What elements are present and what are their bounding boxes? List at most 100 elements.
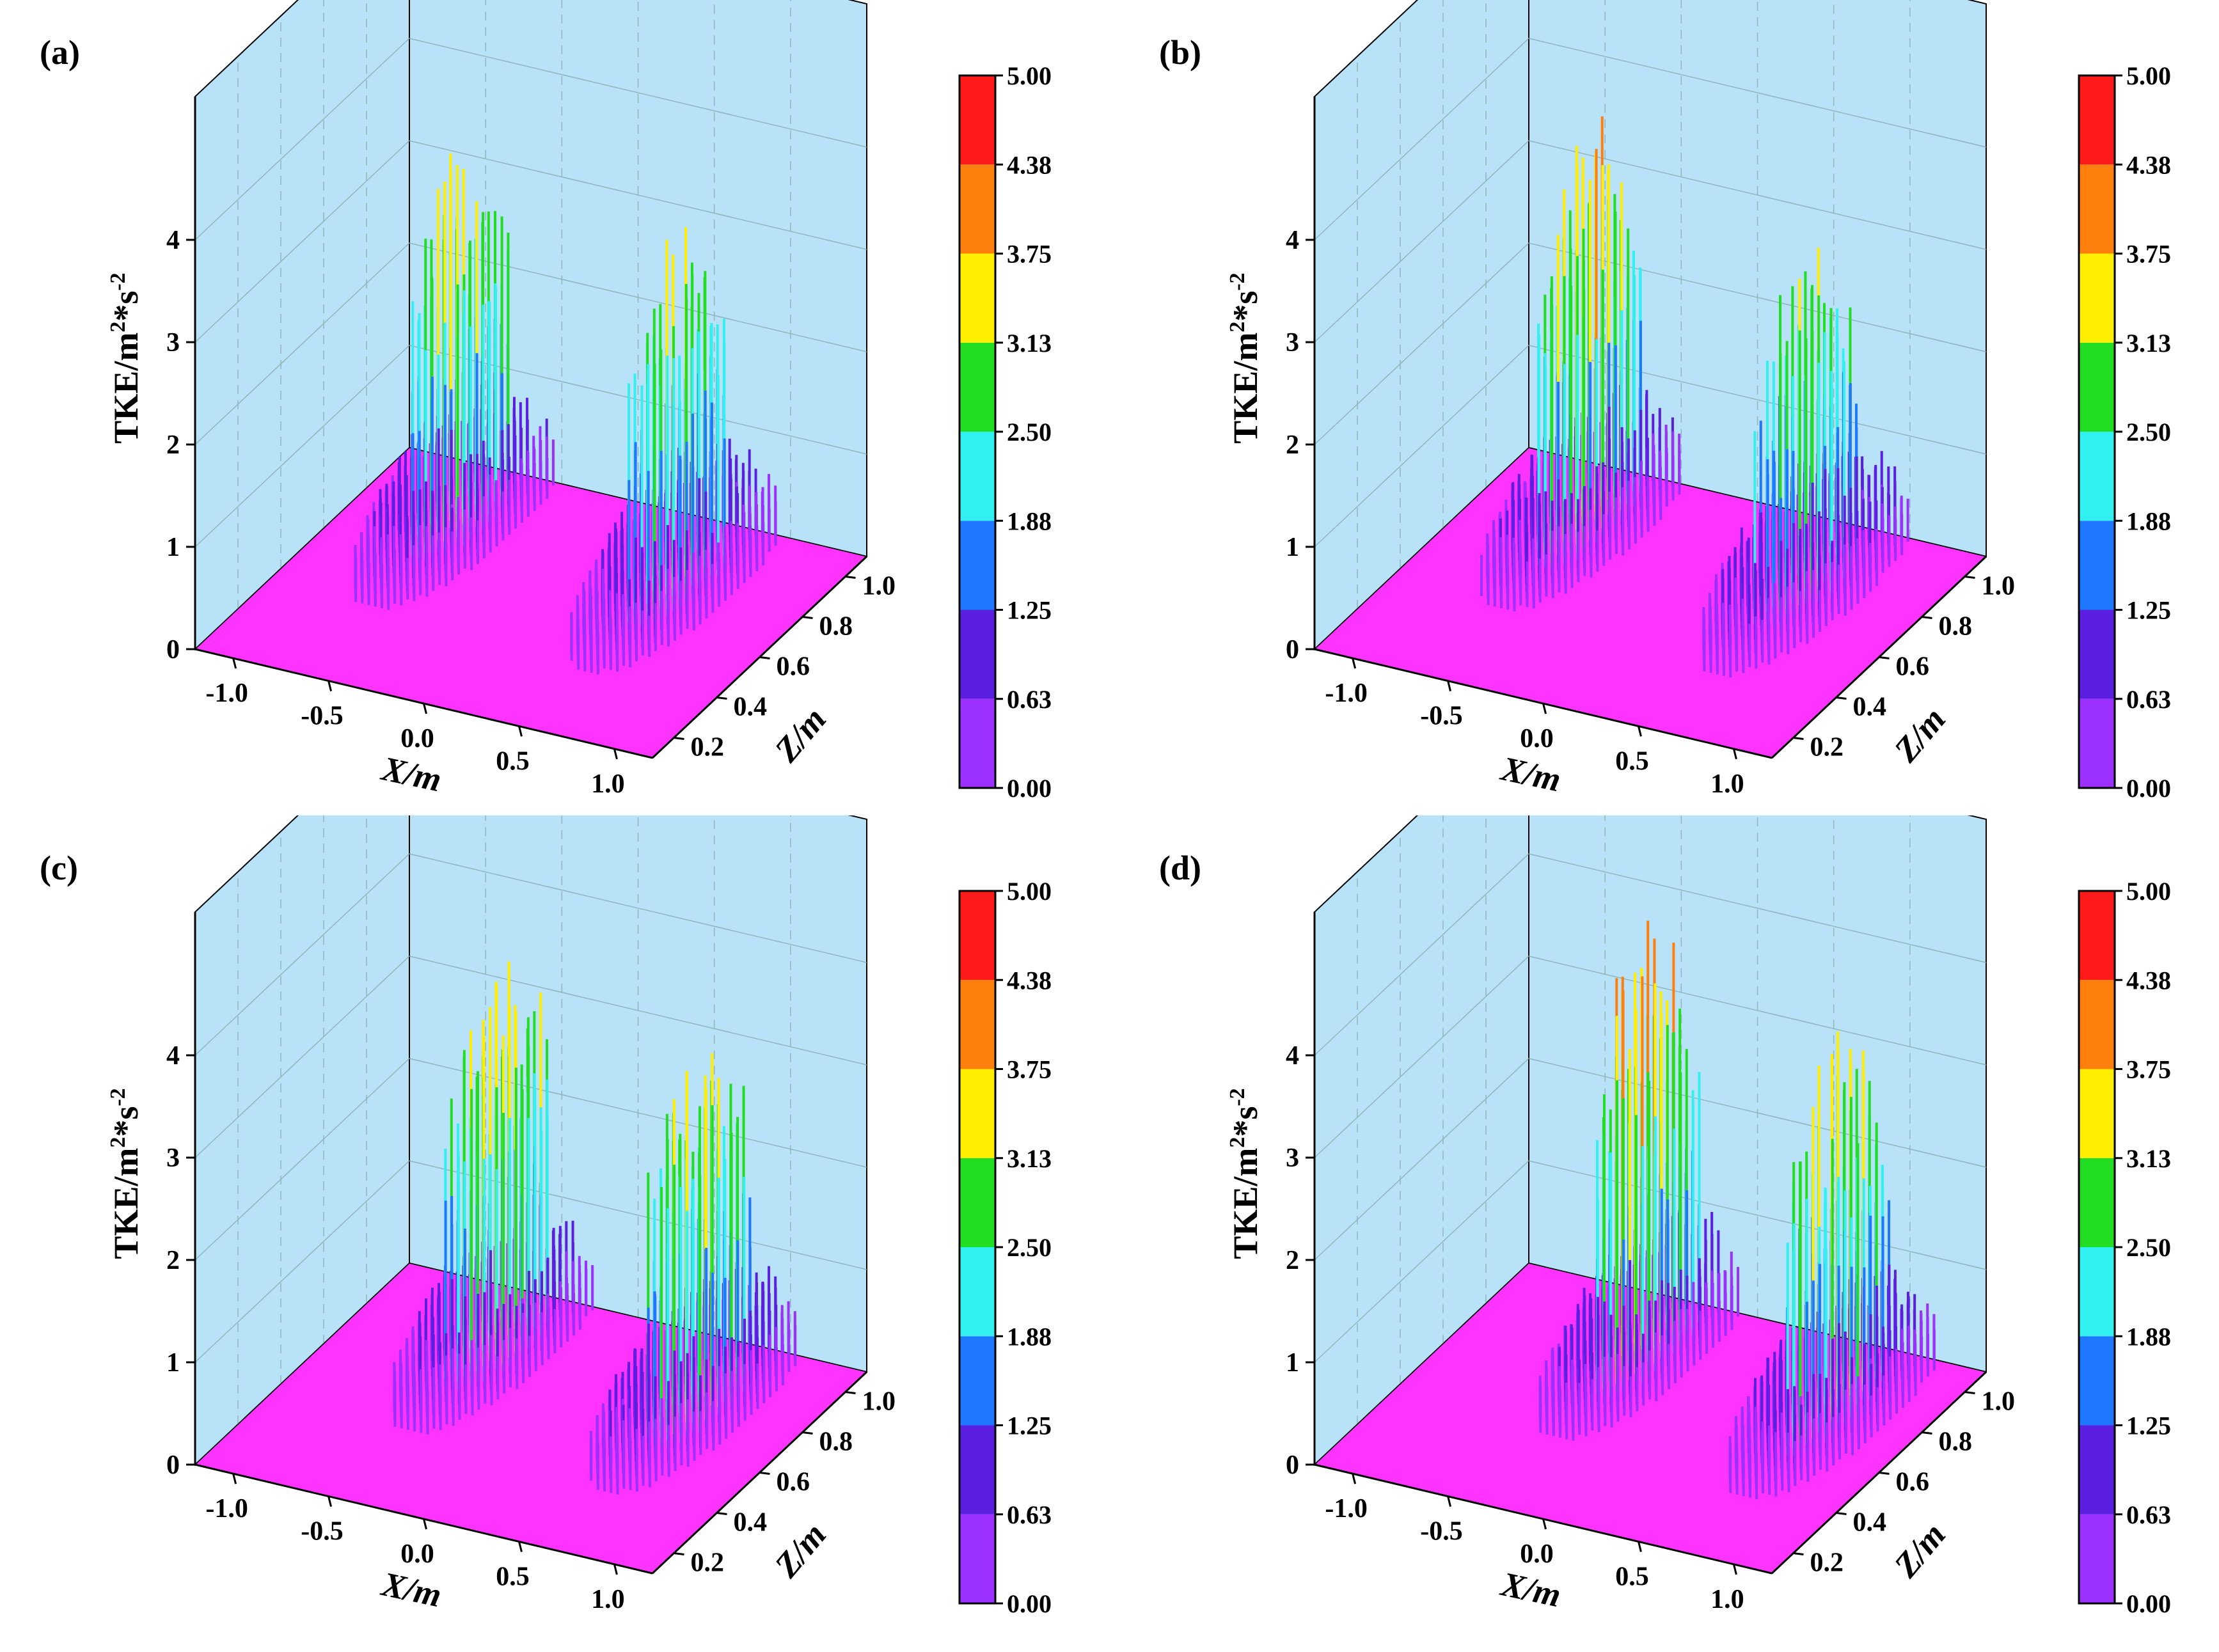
- x-tick: [518, 1541, 523, 1552]
- colorbar-segment: [959, 342, 995, 432]
- y-label-sup2: -2: [1226, 272, 1249, 290]
- colorbar-segment: [959, 1247, 995, 1337]
- wall-grid: [194, 728, 867, 1424]
- colorbar: 5.00 4.38 3.75 3.13 2.50 1.88 1.25 0.63 0.00: [2078, 61, 2171, 803]
- colorbar-segment: [2079, 698, 2115, 788]
- y-tick-label: 4: [1286, 1041, 1299, 1071]
- panel-label: (d): [1159, 849, 1201, 887]
- z-tick-label: 0.2: [691, 1548, 725, 1578]
- x-tick: [328, 1496, 332, 1507]
- y-tick-label: 1: [1286, 533, 1299, 562]
- colorbar-segment: [2079, 253, 2115, 343]
- z-tick-label: 0.4: [734, 693, 768, 722]
- z-tick: [1922, 616, 1932, 619]
- colorbar-tick-label: 2.50: [2126, 1233, 2171, 1262]
- z-tick: [1964, 1391, 1975, 1394]
- y-label-main: TKE/m: [1226, 333, 1265, 444]
- panel-label: (a): [40, 33, 80, 72]
- colorbar-segment: [959, 521, 995, 610]
- z-tick-label: 0.6: [1896, 652, 1930, 682]
- panel-c: 0 1 2 3 4 -1.0 -0.5 0.0 0.5 1.0 0.2 0.4 0.6 0.8 1.0 X/m…: [0, 709, 1100, 1634]
- x-tick: [1638, 726, 1642, 737]
- colorbar-tick-label: 2.50: [1007, 1233, 1052, 1262]
- x-tick: [518, 726, 523, 737]
- colorbar-segment: [959, 1514, 995, 1603]
- colorbar-tick-label: 3.75: [2126, 240, 2171, 269]
- x-tick: [1732, 748, 1737, 760]
- z-tick-label: 1.0: [862, 572, 896, 601]
- y-label-sup1: 2: [106, 322, 130, 333]
- z-tick: [802, 1431, 813, 1435]
- x-tick-label: -0.5: [1420, 702, 1463, 731]
- colorbar-segment: [2079, 1069, 2115, 1158]
- y-tick-label: 3: [166, 1144, 180, 1173]
- x-tick-label: -0.5: [301, 702, 344, 731]
- colorbar-segment: [2079, 610, 2115, 699]
- colorbar-segment: [2079, 1158, 2115, 1247]
- y-label-main: TKE/m: [107, 1148, 145, 1259]
- colorbar-tick-label: 3.13: [2126, 329, 2171, 358]
- colorbar-segment: [2079, 164, 2115, 254]
- y-axis-label: TKE/m2*s-2: [1226, 1088, 1265, 1259]
- y-tick-label: 3: [1286, 1144, 1299, 1173]
- chart-3: 0 1 2 3 4 -1.0 -0.5 0.0 0.5 1.0 0.2 0.4 0.6 0.8 1.0 X/m…: [1159, 709, 2171, 1618]
- colorbar-segment: [959, 164, 995, 254]
- z-axis-label: Z/m: [1886, 700, 1953, 769]
- y-label-sup1: 2: [1226, 322, 1249, 333]
- colorbar-segment: [959, 891, 995, 980]
- y-label-mid: *s: [107, 291, 145, 322]
- x-tick: [232, 1473, 237, 1484]
- colorbar-tick-label: 1.25: [2126, 1412, 2171, 1440]
- x-tick-label: 0.0: [400, 724, 434, 753]
- colorbar-tick-label: 1.25: [1007, 596, 1052, 625]
- colorbar-tick-label: 3.13: [1007, 329, 1052, 358]
- z-tick: [1879, 656, 1890, 659]
- colorbar-tick-label: 0.63: [2126, 1500, 2171, 1529]
- colorbar-tick-label: 3.75: [2126, 1055, 2171, 1084]
- colorbar-segment: [2079, 432, 2115, 521]
- colorbar-segment: [959, 1336, 995, 1426]
- y-tick-label: 2: [166, 430, 180, 460]
- panel-b: 0 1 2 3 4 -1.0 -0.5 0.0 0.5 1.0 0.2 0.4 0.6 0.8 1.0 X/m…: [1119, 0, 2219, 819]
- z-tick: [1922, 1431, 1932, 1435]
- colorbar-segment: [959, 75, 995, 165]
- x-tick-label: 0.0: [1520, 724, 1554, 753]
- y-tick-label: 3: [1286, 328, 1299, 358]
- z-tick: [674, 1552, 684, 1555]
- z-tick-label: 1.0: [862, 1387, 896, 1417]
- y-tick-label: 2: [1286, 430, 1299, 460]
- colorbar-tick-label: 0.00: [2126, 1589, 2171, 1618]
- colorbar-segment: [959, 698, 995, 788]
- y-axis-label: TKE/m2*s-2: [106, 1088, 145, 1259]
- colorbar-tick-label: 2.50: [2126, 418, 2171, 446]
- y-label-sup2: -2: [106, 1088, 130, 1106]
- colorbar-tick-label: 2.50: [1007, 418, 1052, 446]
- x-tick: [1542, 703, 1547, 714]
- colorbar-tick-label: 0.63: [1007, 1500, 1052, 1529]
- colorbar-tick-label: 1.88: [2126, 1322, 2171, 1351]
- y-tick-label: 1: [166, 533, 180, 562]
- z-tick: [716, 696, 727, 700]
- colorbar-segment: [2079, 1336, 2115, 1426]
- colorbar-segment: [2079, 1247, 2115, 1337]
- y-label-main: TKE/m: [1226, 1148, 1265, 1259]
- grid-line-3: [194, 140, 867, 343]
- y-axis-label: TKE/m2*s-2: [1226, 272, 1265, 443]
- colorbar-tick-label: 1.25: [2126, 596, 2171, 625]
- colorbar-tick-label: 4.38: [2126, 150, 2171, 179]
- colorbar-tick-label: 5.00: [1007, 877, 1052, 906]
- x-tick-label: -1.0: [205, 1494, 248, 1523]
- y-tick-label: 1: [1286, 1348, 1299, 1378]
- y-label-sup1: 2: [106, 1137, 130, 1148]
- panel-label: (c): [40, 849, 78, 887]
- colorbar-tick-label: 1.88: [1007, 507, 1052, 535]
- z-tick-label: 1.0: [1982, 572, 2016, 601]
- colorbar-tick-label: 0.00: [2126, 774, 2171, 803]
- x-tick-label: -1.0: [1325, 1494, 1368, 1523]
- z-tick: [1964, 576, 1975, 579]
- z-tick-label: 0.4: [1853, 693, 1887, 722]
- colorbar-tick-label: 1.88: [2126, 507, 2171, 535]
- colorbar-tick-label: 3.13: [2126, 1144, 2171, 1173]
- surface-bars: [393, 961, 797, 1495]
- z-tick-label: 1.0: [1982, 1387, 2016, 1417]
